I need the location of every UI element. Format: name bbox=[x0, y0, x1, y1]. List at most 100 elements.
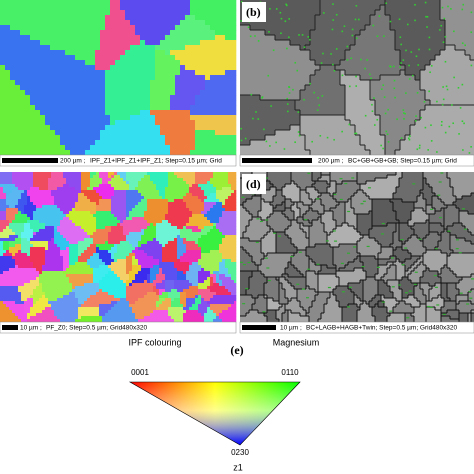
grain-cell bbox=[102, 208, 106, 212]
grain-cell bbox=[228, 217, 232, 221]
grain-cell bbox=[35, 50, 41, 56]
grain-cell bbox=[0, 120, 6, 126]
grain-cell bbox=[138, 187, 142, 191]
grain-cell bbox=[153, 172, 157, 176]
grain-cell bbox=[5, 115, 11, 121]
grain-cell bbox=[105, 181, 109, 185]
grain-cell bbox=[30, 85, 36, 91]
grain-cell bbox=[420, 0, 426, 6]
grain-cell bbox=[171, 175, 175, 179]
grain-cell bbox=[70, 90, 76, 96]
grain-cell bbox=[175, 130, 181, 136]
grain-cell bbox=[147, 187, 151, 191]
grain-cell bbox=[125, 120, 131, 126]
grain-cell bbox=[5, 20, 11, 26]
grain-cell bbox=[405, 95, 411, 101]
grain-cell bbox=[132, 178, 136, 182]
grain-cell bbox=[183, 205, 187, 209]
grain-cell bbox=[186, 184, 190, 188]
grain-cell bbox=[219, 220, 223, 224]
grain-cell bbox=[125, 30, 131, 36]
grain-cell bbox=[177, 184, 181, 188]
grain-boundary bbox=[369, 15, 371, 20]
grain-cell bbox=[115, 55, 121, 61]
grain-cell bbox=[410, 130, 416, 136]
grain-cell bbox=[235, 50, 237, 56]
grain-cell bbox=[95, 105, 101, 111]
grain-cell bbox=[450, 65, 456, 71]
grain-cell bbox=[305, 85, 311, 91]
grain-cell bbox=[0, 199, 4, 203]
grain-cell bbox=[105, 65, 111, 71]
grain-cell bbox=[40, 70, 46, 76]
grain-cell bbox=[115, 125, 121, 131]
grain-cell bbox=[190, 140, 196, 146]
grain-cell bbox=[380, 90, 386, 96]
grain-cell bbox=[85, 25, 91, 31]
grain-cell bbox=[78, 190, 82, 194]
twin-marker bbox=[331, 28, 334, 31]
grain-boundary bbox=[400, 69, 405, 71]
grain-boundary bbox=[360, 144, 365, 146]
grain-boundary bbox=[429, 100, 431, 105]
grain-cell bbox=[330, 50, 336, 56]
grain-cell bbox=[105, 105, 111, 111]
twin-marker bbox=[444, 35, 447, 38]
grain-cell bbox=[220, 140, 226, 146]
grain-cell bbox=[78, 217, 82, 221]
grain-cell bbox=[30, 196, 34, 200]
grain-cell bbox=[305, 20, 311, 26]
grain-cell bbox=[72, 178, 76, 182]
grain-boundary bbox=[299, 125, 301, 130]
grain-cell bbox=[120, 70, 126, 76]
grain-cell bbox=[160, 135, 166, 141]
grain-cell bbox=[63, 199, 67, 203]
grain-cell bbox=[219, 184, 223, 188]
grain-cell bbox=[365, 30, 371, 36]
grain-cell bbox=[213, 214, 217, 218]
grain-cell bbox=[245, 105, 251, 111]
grain-cell bbox=[400, 10, 406, 16]
grain-cell bbox=[320, 80, 326, 86]
grain-cell bbox=[435, 40, 441, 46]
grain-cell bbox=[99, 196, 103, 200]
grain-cell bbox=[295, 30, 301, 36]
grain-cell bbox=[440, 90, 446, 96]
grain-cell bbox=[174, 214, 178, 218]
grain-cell bbox=[30, 175, 34, 179]
grain-cell bbox=[130, 140, 136, 146]
grain-cell bbox=[78, 181, 82, 185]
grain-cell bbox=[255, 110, 261, 116]
grain-cell bbox=[295, 100, 301, 106]
grain-cell bbox=[125, 40, 131, 46]
grain-cell bbox=[300, 80, 306, 86]
grain-cell bbox=[45, 60, 51, 66]
grain-cell bbox=[65, 110, 71, 116]
grain-cell bbox=[460, 10, 466, 16]
grain-cell bbox=[385, 5, 391, 11]
grain-cell bbox=[455, 70, 461, 76]
grain-boundary bbox=[325, 64, 330, 66]
grain-cell bbox=[168, 175, 172, 179]
grain-cell bbox=[147, 199, 151, 203]
grain-cell bbox=[5, 40, 11, 46]
grain-cell bbox=[183, 175, 187, 179]
grain-cell bbox=[10, 70, 16, 76]
grain-cell bbox=[87, 187, 91, 191]
grain-cell bbox=[50, 0, 56, 6]
twin-marker bbox=[366, 59, 368, 61]
grain-cell bbox=[25, 30, 31, 36]
grain-cell bbox=[20, 65, 26, 71]
grain-cell bbox=[355, 100, 361, 106]
grain-cell bbox=[57, 196, 61, 200]
grain-cell bbox=[177, 214, 181, 218]
grain-cell bbox=[180, 202, 184, 206]
grain-cell bbox=[162, 217, 166, 221]
grain-cell bbox=[225, 130, 231, 136]
grain-cell bbox=[45, 80, 51, 86]
grain-cell bbox=[235, 115, 237, 121]
grain-cell bbox=[201, 190, 205, 194]
grain-boundary bbox=[379, 5, 381, 10]
grain-cell bbox=[70, 55, 76, 61]
grain-cell bbox=[360, 100, 366, 106]
